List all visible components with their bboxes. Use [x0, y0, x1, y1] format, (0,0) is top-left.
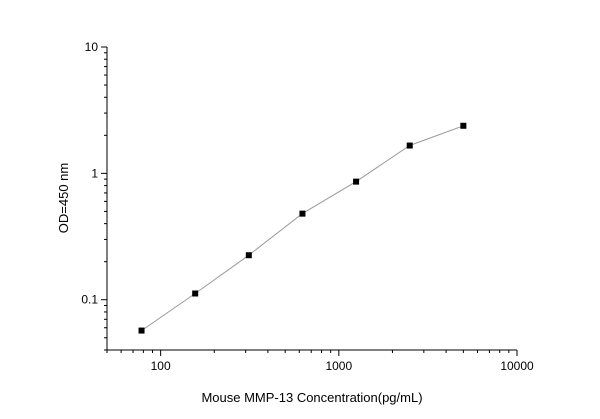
plot-axes	[106, 47, 517, 351]
data-point	[245, 252, 252, 259]
series-line	[141, 125, 464, 332]
data-point	[138, 327, 145, 334]
y-tick-label: 1	[91, 166, 98, 180]
y-tick-label: 10	[85, 40, 99, 54]
x-tick-label: 100	[151, 359, 171, 373]
x-axis-title: Mouse MMP-13 Concentration(pg/mL)	[201, 390, 422, 405]
data-point	[460, 122, 467, 129]
series-layer	[138, 122, 467, 334]
data-point	[299, 210, 306, 217]
data-point	[192, 290, 199, 297]
y-axis-title: OD=450 nm	[56, 163, 71, 233]
y-tick-label: 0.1	[81, 293, 98, 307]
y-axis-ticks: 0.1 1 10	[81, 40, 107, 351]
x-tick-label: 10000	[500, 359, 534, 373]
x-tick-label: 1000	[325, 359, 352, 373]
data-point	[406, 142, 413, 149]
x-axis-ticks: 100 1000 10000	[106, 350, 534, 373]
data-point	[353, 178, 360, 185]
